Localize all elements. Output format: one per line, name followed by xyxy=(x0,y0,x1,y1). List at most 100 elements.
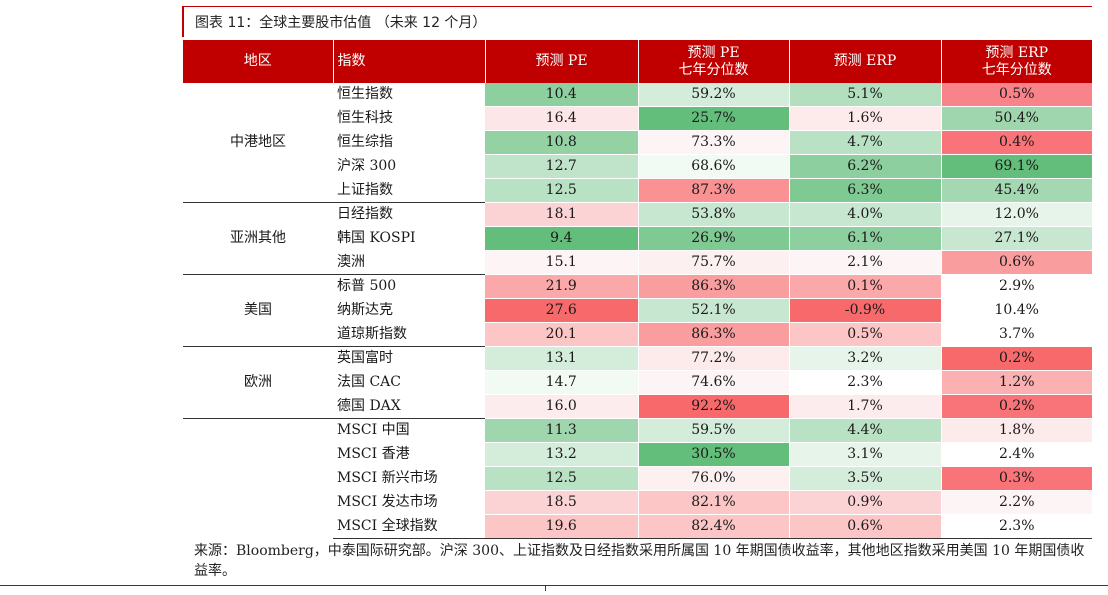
forecast-erp-cell: 1.6% xyxy=(789,106,942,131)
pe-percentile-cell: 75.7% xyxy=(638,250,790,275)
erp-percentile-cell: 0.2% xyxy=(941,346,1092,371)
header-index: 指数 xyxy=(333,40,486,83)
pe-percentile-cell: 77.2% xyxy=(638,346,790,371)
chart-title: 图表 11：全球主要股市估值 （未来 12 个月） xyxy=(195,15,487,31)
forecast-erp-cell: -0.9% xyxy=(789,298,942,323)
table-row: 德国 DAX 16.0 92.2% 1.7% 0.2% xyxy=(183,394,1092,419)
pe-percentile-cell: 73.3% xyxy=(638,130,790,155)
erp-percentile-cell: 69.1% xyxy=(941,154,1092,179)
pe-percentile-cell: 92.2% xyxy=(638,394,790,419)
forecast-erp-cell: 2.1% xyxy=(789,250,942,275)
index-name-cell: 英国富时 xyxy=(333,346,485,371)
erp-percentile-cell: 10.4% xyxy=(941,298,1092,323)
forecast-erp-cell: 4.0% xyxy=(789,202,942,227)
pe-percentile-cell: 76.0% xyxy=(638,466,790,491)
forecast-pe-cell: 18.5 xyxy=(485,490,639,515)
forecast-pe-cell: 20.1 xyxy=(485,322,639,347)
forecast-erp-cell: 3.1% xyxy=(789,442,942,467)
forecast-erp-cell: 0.1% xyxy=(789,274,942,299)
title-left-rule xyxy=(182,7,184,37)
forecast-pe-cell: 10.8 xyxy=(485,130,639,155)
pe-percentile-cell: 53.8% xyxy=(638,202,790,227)
pe-percentile-cell: 82.4% xyxy=(638,514,790,539)
table-row: 亚洲其他 日经指数 18.1 53.8% 4.0% 12.0% xyxy=(183,202,1092,275)
pe-percentile-cell: 86.3% xyxy=(638,322,790,347)
header-pe-percentile: 预测 PE 七年分位数 xyxy=(638,40,790,83)
index-name-cell: 澳洲 xyxy=(337,253,365,270)
valuation-table: 地区 指数 预测 PE 预测 PE 七年分位数 预测 ERP 预测 ERP 七年… xyxy=(183,40,1092,539)
forecast-erp-cell: 0.9% xyxy=(789,490,942,515)
header-erp-percentile-line2: 七年分位数 xyxy=(981,61,1052,78)
header-region: 地区 xyxy=(183,40,334,83)
forecast-pe-cell: 19.6 xyxy=(485,514,639,539)
index-name-cell: 上证指数 xyxy=(337,181,393,198)
erp-percentile-cell: 3.7% xyxy=(941,322,1092,347)
index-name-cell: 恒生科技 xyxy=(337,110,393,126)
pe-percentile-cell: 25.7% xyxy=(638,106,790,131)
table-row: 纳斯达克 27.6 52.1% -0.9% 10.4% xyxy=(183,298,1092,323)
forecast-erp-cell: 4.7% xyxy=(789,130,942,155)
erp-percentile-cell: 12.0% xyxy=(941,202,1092,227)
pe-percentile-cell: 68.6% xyxy=(638,154,790,179)
index-name-cell: MSCI 新兴市场 xyxy=(337,470,438,486)
header-pe-percentile-line1: 预测 PE xyxy=(687,44,740,61)
pe-percentile-cell: 30.5% xyxy=(638,442,790,467)
table-row: MSCI 发达市场 18.5 82.1% 0.9% 2.2% xyxy=(183,490,1092,515)
erp-percentile-cell: 45.4% xyxy=(941,178,1092,203)
forecast-pe-cell: 10.4 xyxy=(485,83,639,107)
footer-rule xyxy=(0,585,1108,586)
erp-percentile-cell: 0.5% xyxy=(941,83,1092,107)
table-row: MSCI 中国 11.3 59.5% 4.4% 1.8% xyxy=(183,418,1092,539)
index-name-cell: 纳斯达克 xyxy=(337,302,393,318)
erp-percentile-cell: 2.3% xyxy=(941,514,1092,539)
pe-percentile-cell: 59.2% xyxy=(638,83,790,107)
footer-tick xyxy=(545,585,546,591)
forecast-pe-cell: 27.6 xyxy=(485,298,639,323)
forecast-erp-cell: 6.3% xyxy=(789,178,942,203)
pe-percentile-cell: 52.1% xyxy=(638,298,790,323)
index-name-cell: 沪深 300 xyxy=(337,158,397,174)
forecast-pe-cell: 12.7 xyxy=(485,154,639,179)
erp-percentile-cell: 0.3% xyxy=(941,466,1092,491)
erp-percentile-cell: 0.2% xyxy=(941,394,1092,419)
forecast-erp-cell: 0.6% xyxy=(789,514,942,539)
forecast-pe-cell: 18.1 xyxy=(485,202,639,227)
index-name-cell: 标普 500 xyxy=(333,274,485,299)
title-top-rule xyxy=(182,6,1092,7)
forecast-pe-cell: 12.5 xyxy=(485,178,639,203)
erp-percentile-cell: 1.2% xyxy=(941,370,1092,395)
forecast-erp-cell: 6.1% xyxy=(789,226,942,251)
forecast-pe-cell: 13.2 xyxy=(485,442,639,467)
index-name-cell: 道琼斯指数 xyxy=(337,325,407,342)
forecast-pe-cell: 16.0 xyxy=(485,394,639,419)
index-name-cell: 日经指数 xyxy=(333,202,485,227)
erp-percentile-cell: 27.1% xyxy=(941,226,1092,251)
forecast-erp-cell: 2.3% xyxy=(789,370,942,395)
erp-percentile-cell: 2.9% xyxy=(941,274,1092,299)
erp-percentile-cell: 50.4% xyxy=(941,106,1092,131)
index-name-cell: MSCI 香港 xyxy=(337,446,410,462)
table-row: 美国 标普 500 21.9 86.3% 0.1% 2.9% xyxy=(183,274,1092,347)
table-row: 法国 CAC 14.7 74.6% 2.3% 1.2% xyxy=(183,370,1092,395)
forecast-erp-cell: 3.2% xyxy=(789,346,942,371)
table-row: MSCI 全球指数 19.6 82.4% 0.6% 2.3% xyxy=(183,514,1092,539)
region-cell: 美国 xyxy=(183,274,333,347)
erp-percentile-cell: 2.4% xyxy=(941,442,1092,467)
region-cell: 欧洲 xyxy=(183,346,333,419)
erp-percentile-cell: 1.8% xyxy=(941,418,1092,443)
region-cell xyxy=(183,418,333,539)
index-name-cell: 韩国 KOSPI xyxy=(337,230,416,246)
pe-percentile-cell: 26.9% xyxy=(638,226,790,251)
forecast-erp-cell: 1.7% xyxy=(789,394,942,419)
forecast-pe-cell: 12.5 xyxy=(485,466,639,491)
forecast-pe-cell: 9.4 xyxy=(485,226,639,251)
table-row: 韩国 KOSPI 9.4 26.9% 6.1% 27.1% xyxy=(183,226,1092,251)
table-row: 恒生综指 10.8 73.3% 4.7% 0.4% xyxy=(183,130,1092,155)
erp-percentile-cell: 0.6% xyxy=(941,250,1092,275)
pe-percentile-cell: 86.3% xyxy=(638,274,790,299)
index-name-cell: 法国 CAC xyxy=(337,374,401,390)
index-name-cell: 德国 DAX xyxy=(337,397,401,414)
table-body: 中港地区 恒生指数 10.4 59.2% 5.1% 0.5% 恒生科技 16.4 25.7% 1.… xyxy=(183,83,1092,539)
table-row: 恒生科技 16.4 25.7% 1.6% 50.4% xyxy=(183,106,1092,131)
table-row: 上证指数 12.5 87.3% 6.3% 45.4% xyxy=(183,178,1092,203)
